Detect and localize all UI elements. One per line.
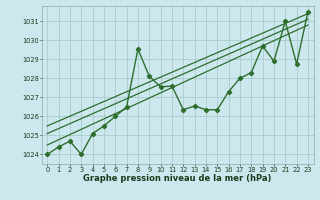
X-axis label: Graphe pression niveau de la mer (hPa): Graphe pression niveau de la mer (hPa) bbox=[84, 174, 272, 183]
